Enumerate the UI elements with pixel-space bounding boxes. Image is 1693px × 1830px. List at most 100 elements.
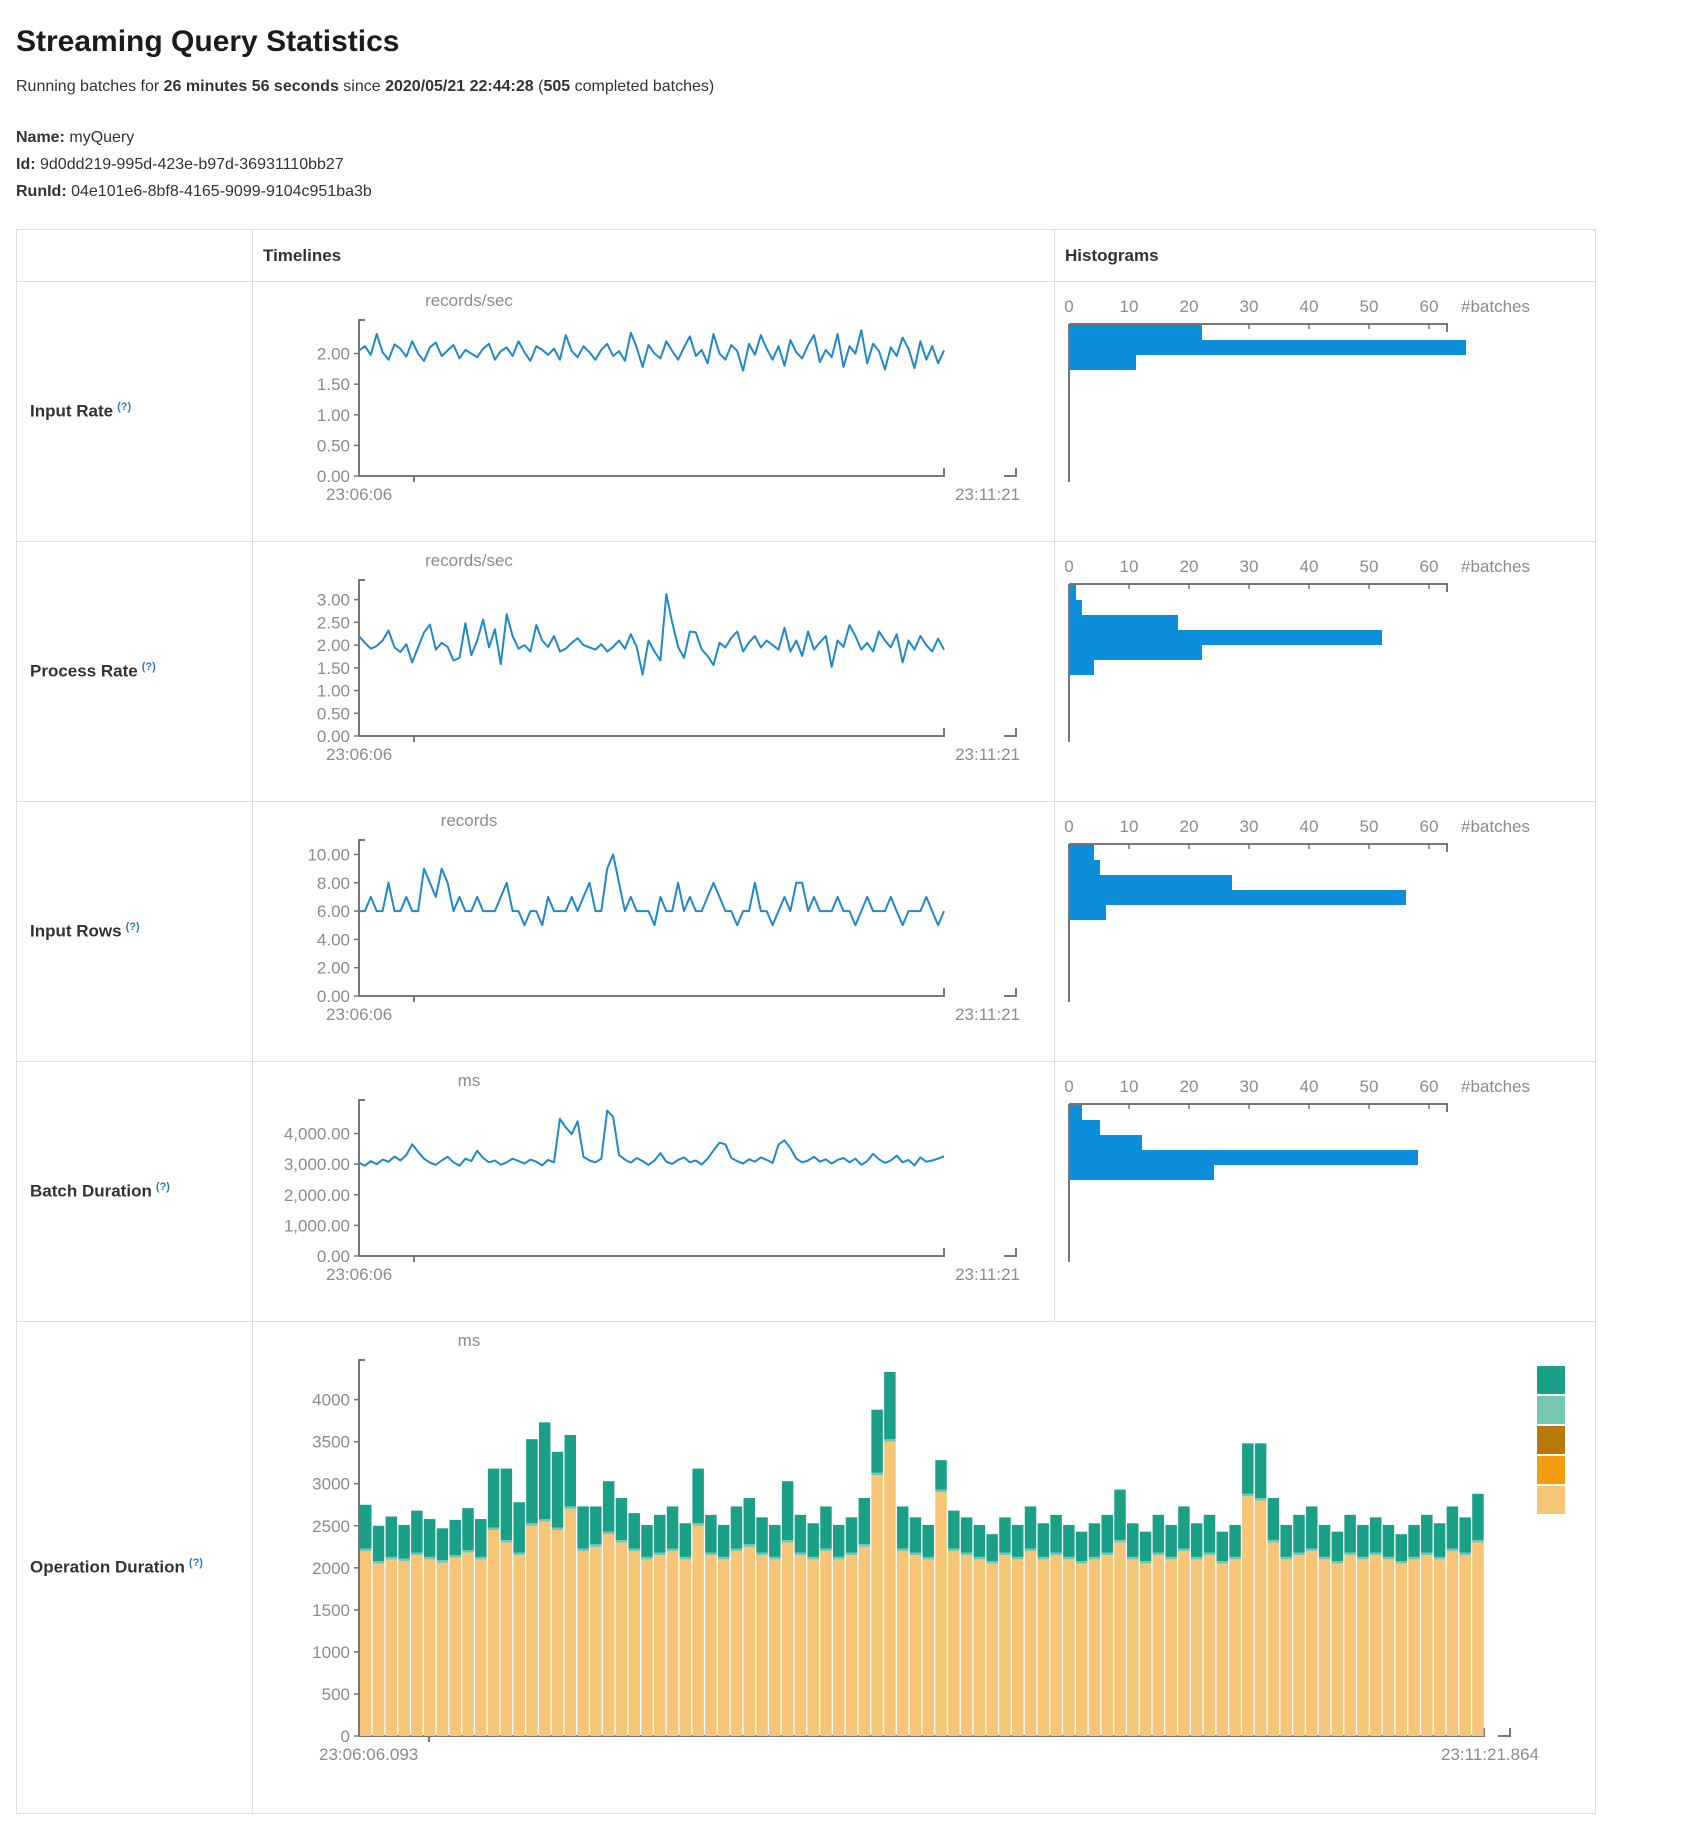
summary-prefix: Running batches for <box>16 78 164 95</box>
svg-text:4000: 4000 <box>312 1391 350 1410</box>
svg-text:3000: 3000 <box>312 1475 350 1494</box>
metric-column-header <box>16 229 253 282</box>
summary-mid: since <box>338 78 386 95</box>
svg-text:1.50: 1.50 <box>317 375 350 394</box>
svg-text:1,000.00: 1,000.00 <box>284 1216 350 1235</box>
svg-text:50: 50 <box>1360 817 1379 836</box>
svg-text:23:06:06: 23:06:06 <box>326 485 392 504</box>
svg-text:20: 20 <box>1180 297 1199 316</box>
svg-text:6.00: 6.00 <box>317 902 350 921</box>
svg-text:30: 30 <box>1240 297 1259 316</box>
help-icon[interactable]: (?) <box>155 1181 170 1194</box>
table-row-input-rate: Input Rate (?) records/sec 0.00 0.50 1.00 1.5… <box>16 281 1596 542</box>
svg-text:20: 20 <box>1180 557 1199 576</box>
summary-paren: ( <box>533 78 544 95</box>
svg-text:40: 40 <box>1300 817 1319 836</box>
svg-text:10: 10 <box>1120 297 1139 316</box>
svg-text:60: 60 <box>1420 1077 1439 1096</box>
svg-text:records: records <box>441 811 498 830</box>
svg-text:40: 40 <box>1300 1077 1319 1096</box>
svg-text:40: 40 <box>1300 297 1319 316</box>
svg-text:0: 0 <box>1064 557 1073 576</box>
row-label-process-rate: Process Rate (?) <box>16 541 253 802</box>
svg-text:2,000.00: 2,000.00 <box>284 1186 350 1205</box>
batch-duration-timeline-chart: ms 0.00 1,000.00 2,000.00 3,000.00 4,000.00 23… <box>253 1062 1054 1320</box>
svg-text:#batches: #batches <box>1461 297 1530 316</box>
svg-text:records/sec: records/sec <box>425 551 513 570</box>
svg-text:500: 500 <box>322 1685 350 1704</box>
help-icon[interactable]: (?) <box>141 661 156 674</box>
summary-start-time: 2020/05/21 22:44:28 <box>385 78 534 95</box>
input-rows-histogram-chart: 0 10 20 30 40 50 60 #batches <box>1055 802 1595 1060</box>
svg-text:30: 30 <box>1240 557 1259 576</box>
svg-text:3,000.00: 3,000.00 <box>284 1155 350 1174</box>
svg-text:#batches: #batches <box>1461 557 1530 576</box>
svg-text:0: 0 <box>1064 297 1073 316</box>
runid-value: 04e101e6-8bf8-4165-9099-9104c951ba3b <box>71 183 372 200</box>
running-summary: Running batches for 26 minutes 56 second… <box>16 76 1677 98</box>
operation-duration-legend <box>1537 1366 1565 1516</box>
svg-text:1500: 1500 <box>312 1601 350 1620</box>
svg-text:10: 10 <box>1120 557 1139 576</box>
svg-text:records/sec: records/sec <box>425 291 513 310</box>
svg-text:1.00: 1.00 <box>317 406 350 425</box>
svg-text:#batches: #batches <box>1461 817 1530 836</box>
svg-text:23:11:21: 23:11:21 <box>955 1265 1020 1284</box>
id-value: 9d0dd219-995d-423e-b97d-36931110bb27 <box>40 156 344 173</box>
svg-text:30: 30 <box>1240 1077 1259 1096</box>
svg-text:2.50: 2.50 <box>317 613 350 632</box>
svg-text:0: 0 <box>341 1727 350 1746</box>
process-rate-histogram-chart: 0 10 20 30 40 50 60 #batches <box>1055 542 1595 800</box>
svg-text:0.50: 0.50 <box>317 436 350 455</box>
metric-label: Input Rate <box>30 401 114 421</box>
legend-swatch <box>1537 1366 1565 1394</box>
legend-swatch <box>1537 1426 1565 1454</box>
name-value: myQuery <box>69 129 135 146</box>
svg-text:2.00: 2.00 <box>317 636 350 655</box>
svg-text:3500: 3500 <box>312 1433 350 1452</box>
query-meta: Name: myQuery Id: 9d0dd219-995d-423e-b97… <box>16 124 1677 205</box>
help-icon[interactable]: (?) <box>188 1557 203 1570</box>
svg-text:10: 10 <box>1120 817 1139 836</box>
svg-text:2.00: 2.00 <box>317 345 350 364</box>
row-label-input-rate: Input Rate (?) <box>16 281 253 542</box>
svg-text:4.00: 4.00 <box>317 930 350 949</box>
metric-label: Input Rows <box>30 921 122 941</box>
svg-text:2500: 2500 <box>312 1517 350 1536</box>
operation-duration-chart: ms 0 500 1000 1500 2000 2500 3000 3500 4000 23:06:… <box>253 1322 1595 1810</box>
svg-text:50: 50 <box>1360 557 1379 576</box>
batch-duration-histogram-chart: 0 10 20 30 40 50 60 #batches <box>1055 1062 1595 1320</box>
input-rate-timeline-chart: records/sec 0.00 0.50 1.00 1.50 2.00 23:06:06 2… <box>253 282 1054 540</box>
id-label: Id: <box>16 156 36 173</box>
svg-text:60: 60 <box>1420 297 1439 316</box>
help-icon[interactable]: (?) <box>125 921 140 934</box>
svg-text:1.00: 1.00 <box>317 682 350 701</box>
svg-text:ms: ms <box>458 1331 481 1350</box>
svg-text:0.00: 0.00 <box>317 987 350 1006</box>
svg-text:3.00: 3.00 <box>317 591 350 610</box>
svg-text:30: 30 <box>1240 817 1259 836</box>
svg-text:50: 50 <box>1360 1077 1379 1096</box>
svg-text:23:11:21: 23:11:21 <box>955 1005 1020 1024</box>
svg-text:50: 50 <box>1360 297 1379 316</box>
svg-text:0.00: 0.00 <box>317 467 350 486</box>
svg-text:23:11:21: 23:11:21 <box>955 485 1020 504</box>
svg-text:23:06:06: 23:06:06 <box>326 1005 392 1024</box>
svg-text:10.00: 10.00 <box>307 845 350 864</box>
svg-text:60: 60 <box>1420 817 1439 836</box>
histograms-header: Histograms <box>1054 229 1596 282</box>
help-icon[interactable]: (?) <box>117 401 132 414</box>
statistics-table: Timelines Histograms Input Rate (?) recor… <box>16 229 1596 1814</box>
query-name-row: Name: myQuery <box>16 124 1677 151</box>
process-rate-timeline-chart: records/sec 0.00 0.50 1.00 1.50 2.00 2.50 3.00 2… <box>253 542 1054 800</box>
svg-text:23:11:21.864: 23:11:21.864 <box>1441 1745 1539 1764</box>
input-rows-timeline-chart: records 0.00 2.00 4.00 6.00 8.00 10.00 23:06:06… <box>253 802 1054 1060</box>
input-rate-histogram-chart: 0 10 20 30 40 50 60 #batches <box>1055 282 1595 540</box>
svg-text:ms: ms <box>458 1071 481 1090</box>
svg-text:0.00: 0.00 <box>317 1247 350 1266</box>
svg-text:23:06:06.093: 23:06:06.093 <box>319 1745 418 1764</box>
page-title: Streaming Query Statistics <box>16 25 400 58</box>
query-runid-row: RunId: 04e101e6-8bf8-4165-9099-9104c951b… <box>16 178 1677 205</box>
svg-text:0.50: 0.50 <box>317 704 350 723</box>
svg-text:40: 40 <box>1300 557 1319 576</box>
